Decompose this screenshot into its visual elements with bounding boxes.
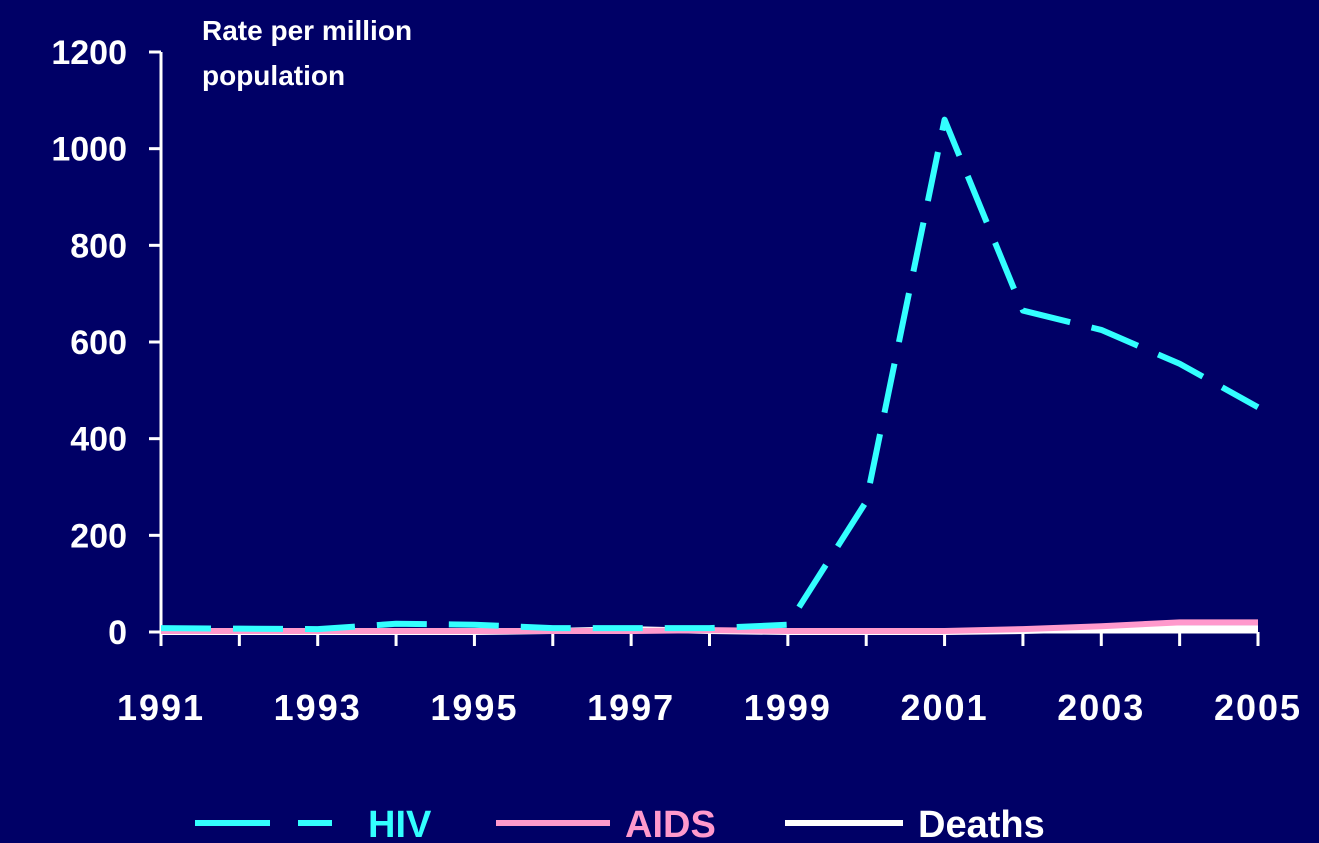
legend-label-hiv: HIV bbox=[368, 804, 432, 843]
y-tick-label: 200 bbox=[70, 517, 127, 555]
y-axis-label-line-2: population bbox=[202, 60, 345, 91]
x-tick-label: 2005 bbox=[1214, 687, 1302, 728]
legend-label-deaths: Deaths bbox=[918, 804, 1045, 843]
series-line-hiv bbox=[160, 116, 1260, 633]
y-tick-label: 600 bbox=[70, 324, 127, 362]
x-tick-label: 1995 bbox=[430, 687, 518, 728]
legend: HIV AIDS Deaths bbox=[195, 804, 1045, 843]
x-axis-ticks: 1991 1993 1995 1997 1999 2001 2003 2005 bbox=[117, 632, 1302, 728]
x-tick-label: 1991 bbox=[117, 687, 205, 728]
legend-item-hiv: HIV bbox=[195, 804, 432, 843]
legend-item-aids: AIDS bbox=[496, 804, 716, 843]
legend-label-aids: AIDS bbox=[625, 804, 716, 843]
y-tick-label: 800 bbox=[70, 227, 127, 265]
x-tick-label: 2001 bbox=[901, 687, 989, 728]
y-axis-label: Rate per million population bbox=[202, 15, 412, 91]
x-tick-label: 1999 bbox=[744, 687, 832, 728]
x-tick-label: 2003 bbox=[1057, 687, 1145, 728]
x-tick-label: 1997 bbox=[587, 687, 675, 728]
axes bbox=[159, 52, 1258, 634]
y-tick-label: 1200 bbox=[51, 34, 127, 72]
series-lines bbox=[160, 116, 1260, 635]
x-tick-label: 1993 bbox=[274, 687, 362, 728]
y-axis-ticks: 0 200 400 600 800 1000 1200 bbox=[51, 34, 161, 652]
y-axis-label-line-1: Rate per million bbox=[202, 15, 412, 46]
y-tick-label: 400 bbox=[70, 421, 127, 459]
y-tick-label: 0 bbox=[108, 614, 127, 652]
legend-item-deaths: Deaths bbox=[785, 804, 1045, 843]
y-tick-label: 1000 bbox=[51, 131, 127, 169]
series-hiv bbox=[160, 116, 1260, 633]
